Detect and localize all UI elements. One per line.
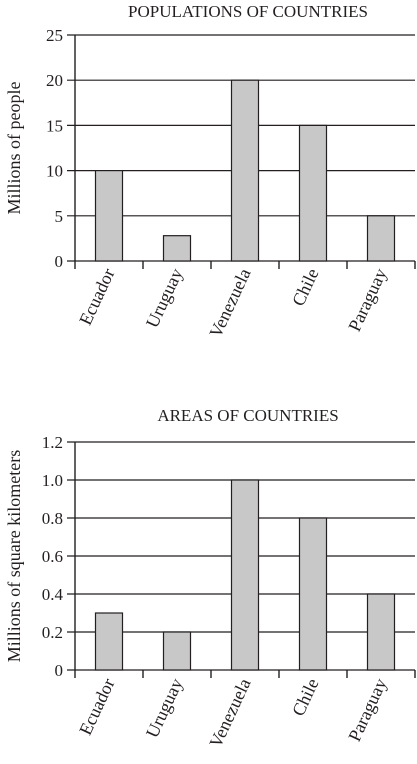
area-bar-ecuador: [94, 612, 124, 671]
population-bar-uruguay: [162, 235, 192, 262]
population-bar-ecuador: [94, 170, 124, 262]
area-x-tick-label-chile: Chile: [288, 675, 323, 719]
area-x-tick-label-paraguay: Paraguay: [344, 675, 390, 744]
population-y-tick-label: 5: [55, 207, 64, 226]
population-x-tick-label-ecuador: Ecuador: [75, 265, 118, 328]
area-y-tick-label: 0.2: [42, 623, 63, 642]
population-x-tick-label-venezuela: Venezuela: [205, 265, 254, 340]
area-y-tick-label: 0.6: [42, 547, 63, 566]
area-bar-venezuela: [230, 479, 260, 671]
population-y-tick-label: 25: [46, 26, 63, 45]
population-y-tick-label: 10: [46, 162, 63, 181]
population-y-tick-label: 20: [46, 71, 63, 90]
area-y-tick-label: 1.2: [42, 433, 63, 452]
area-bar-uruguay: [162, 631, 192, 671]
population-x-tick-label-uruguay: Uruguay: [142, 265, 187, 331]
population-x-tick-label-chile: Chile: [288, 265, 323, 309]
population-bar-paraguay: [366, 215, 396, 262]
area-y-tick-label: 0: [55, 661, 64, 680]
area-chart-title: AREAS OF COUNTRIES: [157, 406, 338, 425]
area-x-tick-label-uruguay: Uruguay: [142, 675, 187, 741]
area-y-tick-label: 1.0: [42, 471, 63, 490]
population-y-axis-label: Millions of people: [4, 82, 24, 215]
area-y-axis-label: Millions of square kilometers: [4, 450, 24, 662]
area-bar-chile: [298, 517, 328, 671]
area-y-tick-label: 0.8: [42, 509, 63, 528]
area-x-tick-label-ecuador: Ecuador: [75, 675, 118, 738]
area-y-tick-label: 0.4: [42, 585, 64, 604]
population-chart: POPULATIONS OF COUNTRIES Millions of peop…: [4, 2, 416, 341]
area-x-tick-label-venezuela: Venezuela: [205, 675, 254, 750]
population-chart-title: POPULATIONS OF COUNTRIES: [128, 2, 368, 21]
area-chart: AREAS OF COUNTRIES Millions of square kil…: [4, 406, 416, 751]
population-x-tick-label-paraguay: Paraguay: [344, 265, 390, 334]
population-bar-venezuela: [230, 79, 260, 262]
population-y-tick-label: 15: [46, 116, 63, 135]
area-bar-paraguay: [366, 593, 396, 671]
population-bar-chile: [298, 124, 328, 262]
population-y-tick-label: 0: [55, 252, 64, 271]
